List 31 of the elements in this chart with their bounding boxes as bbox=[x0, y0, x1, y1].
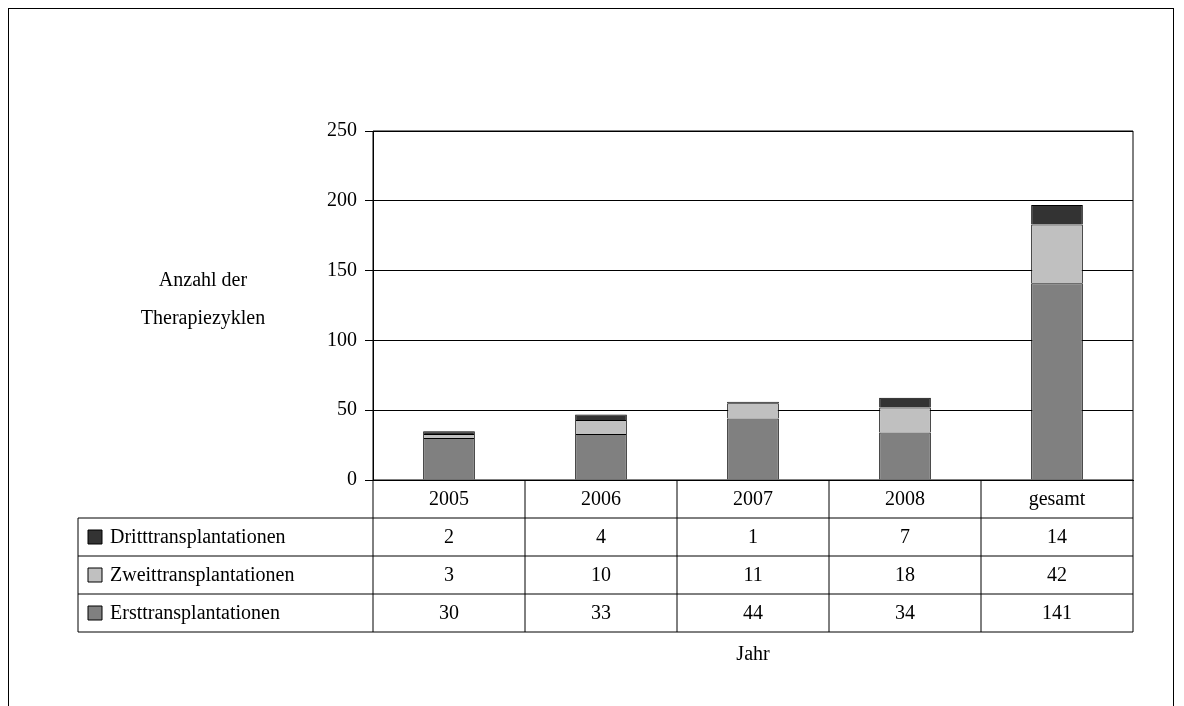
data-label: 30 bbox=[439, 601, 459, 624]
data-label: 33 bbox=[591, 601, 611, 624]
legend-label: Ersttransplantationen bbox=[110, 601, 280, 625]
x-tick-label: 2007 bbox=[733, 487, 773, 510]
data-label: 14 bbox=[1047, 525, 1067, 548]
data-label: 141 bbox=[1042, 601, 1072, 624]
data-label: 10 bbox=[591, 563, 611, 586]
legend-label: Dritttransplantationen bbox=[110, 525, 286, 549]
y-tick-label: 250 bbox=[327, 118, 357, 141]
data-label: 4 bbox=[596, 525, 606, 548]
x-tick-label: gesamt bbox=[1028, 487, 1086, 511]
x-tick-label: 2006 bbox=[581, 487, 621, 510]
legend-label: Zweittransplantationen bbox=[110, 563, 295, 587]
y-tick-label: 200 bbox=[327, 188, 357, 211]
y-tick-label: 0 bbox=[347, 467, 357, 490]
data-label: 11 bbox=[743, 563, 763, 586]
y-tick-label: 50 bbox=[337, 397, 357, 420]
data-label: 18 bbox=[895, 563, 915, 586]
y-tick-label: 100 bbox=[327, 327, 357, 350]
data-label: 34 bbox=[895, 601, 915, 624]
data-label: 3 bbox=[444, 563, 454, 586]
data-label: 44 bbox=[743, 601, 763, 624]
x-tick-label: 2005 bbox=[429, 487, 469, 510]
text: Jahr bbox=[736, 642, 770, 665]
data-label: 2 bbox=[444, 525, 454, 548]
data-label: 42 bbox=[1047, 563, 1067, 586]
x-tick-label: 2008 bbox=[885, 487, 925, 510]
data-label: 1 bbox=[748, 525, 758, 548]
y-axis-title: Anzahl der Therapiezyklen bbox=[140, 267, 266, 329]
data-label: 7 bbox=[900, 525, 910, 548]
y-tick-label: 150 bbox=[327, 257, 357, 280]
